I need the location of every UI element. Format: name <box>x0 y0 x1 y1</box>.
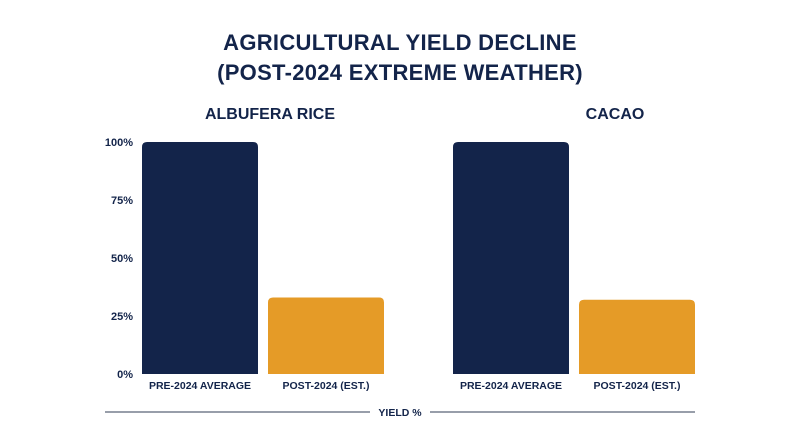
x-category-label: POST-2024 (EST.) <box>283 380 370 392</box>
x-category-label: PRE-2024 AVERAGE <box>149 380 251 392</box>
y-tick-label: 100% <box>105 137 133 149</box>
y-tick-label: 75% <box>111 195 133 207</box>
bar-pre-2024 <box>142 142 258 374</box>
y-tick-label: 50% <box>111 253 133 265</box>
bar-pre-2024 <box>453 142 569 374</box>
y-tick-label: 25% <box>111 311 133 323</box>
y-tick-label: 0% <box>117 369 133 381</box>
bar-post-2024 <box>579 299 695 374</box>
chart-title-line-1: AGRICULTURAL YIELD DECLINE <box>223 30 577 55</box>
panel-title-cacao: CACAO <box>585 106 645 123</box>
bar-post-2024 <box>268 297 384 374</box>
panel-title-albufera-rice: ALBUFERA RICE <box>204 106 336 123</box>
x-category-label: PRE-2024 AVERAGE <box>460 380 562 392</box>
x-axis-title: YIELD % <box>378 407 422 419</box>
chart-title-line-2: (POST-2024 EXTREME WEATHER) <box>217 60 583 85</box>
x-category-label: POST-2024 (EST.) <box>594 380 681 392</box>
